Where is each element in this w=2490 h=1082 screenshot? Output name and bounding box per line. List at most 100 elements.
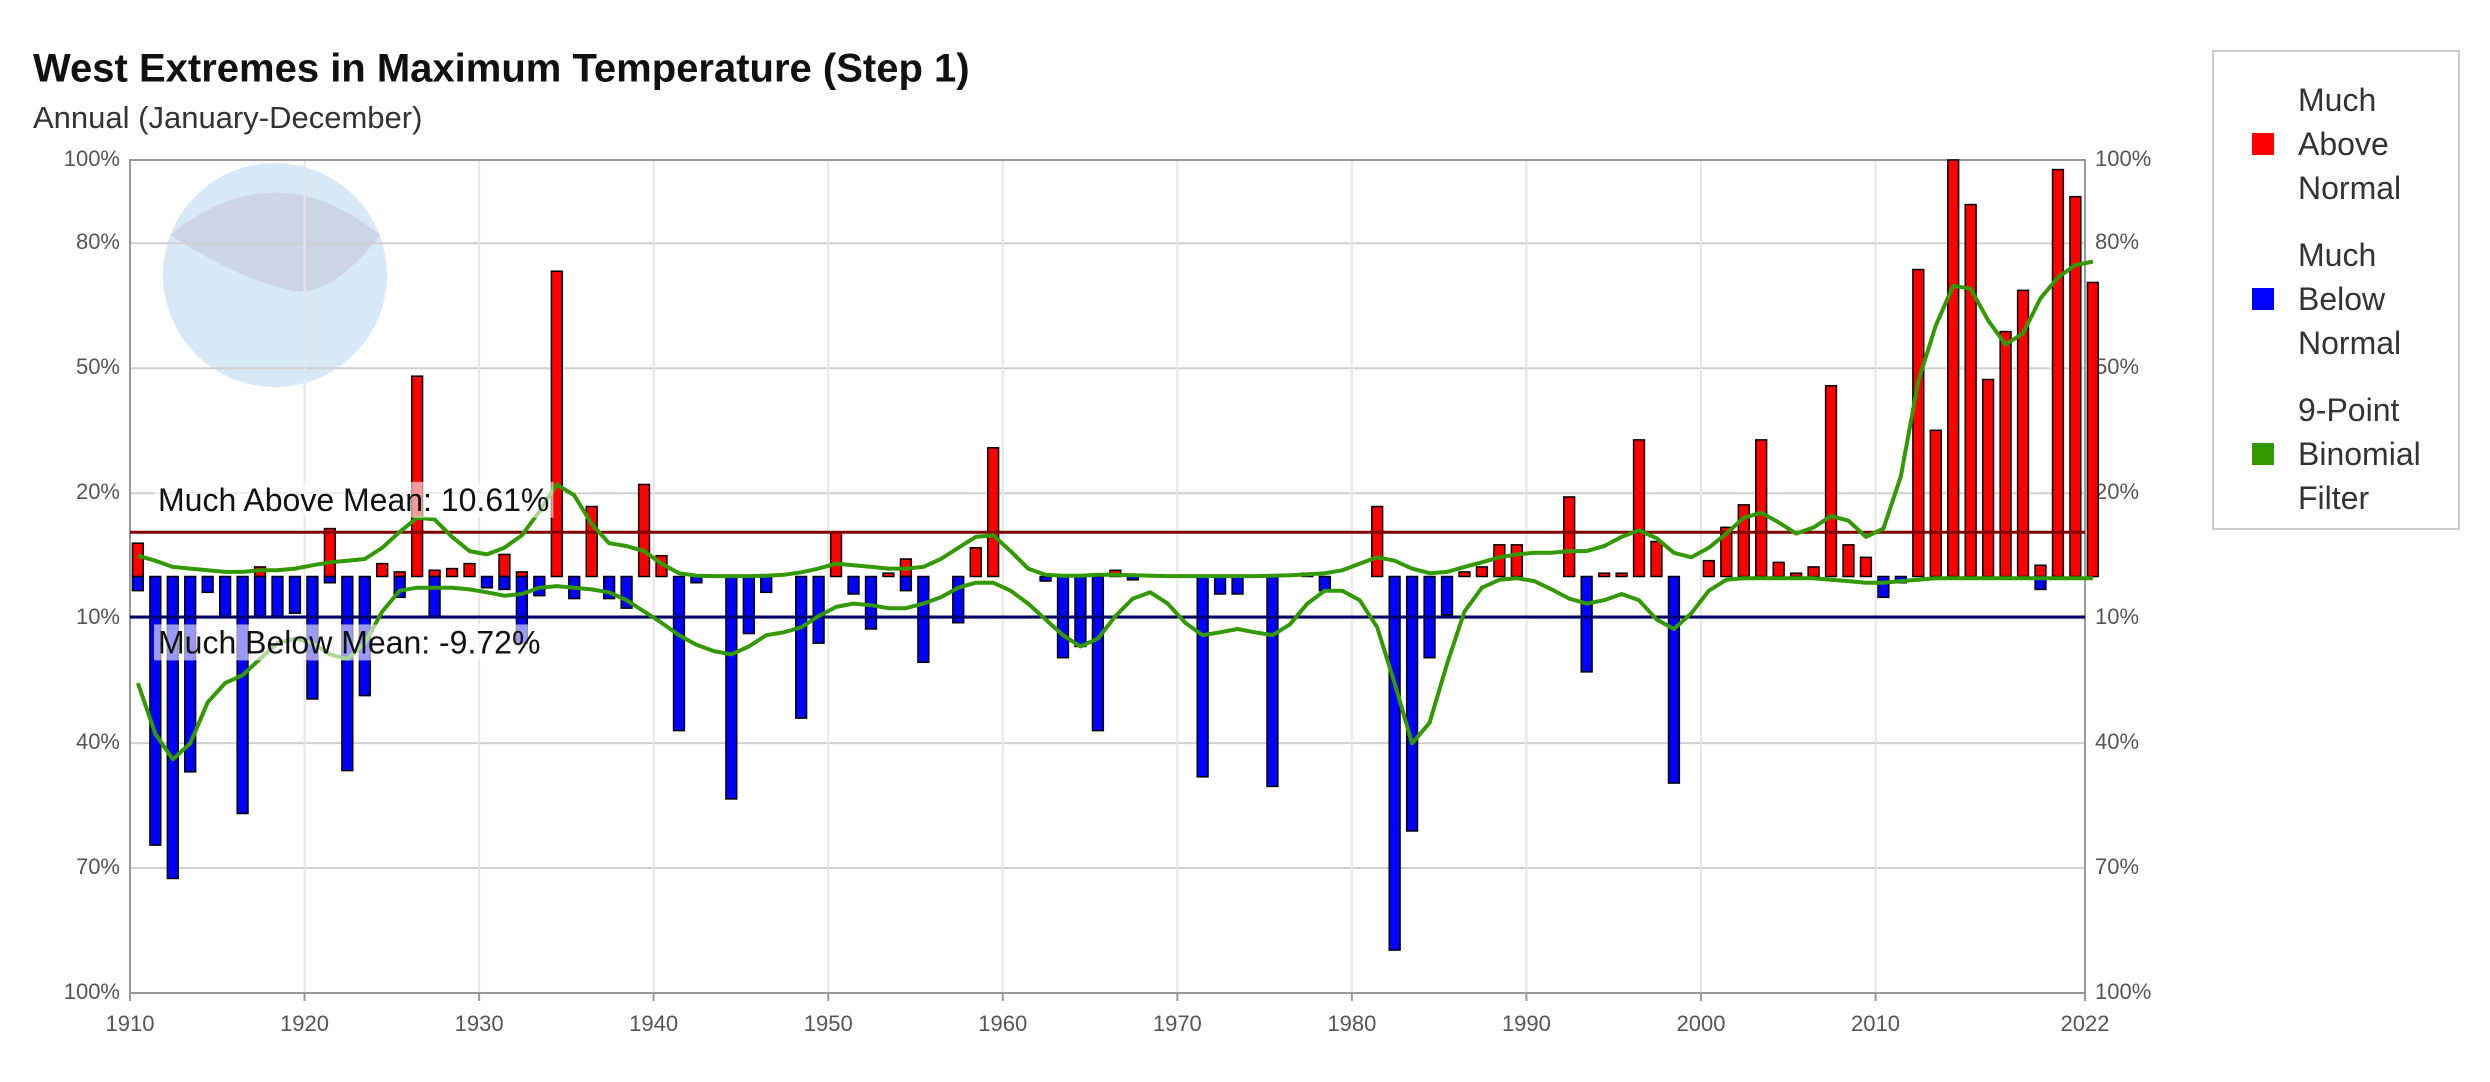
bar [1091,575,1105,732]
bar [550,270,563,578]
bar [742,575,755,635]
bar [1231,575,1244,595]
bar [1947,159,1960,578]
bar [1999,330,2012,578]
bar [1405,575,1419,832]
bar [1388,575,1401,951]
bar [1196,575,1209,778]
bar [952,575,965,624]
bar [1440,575,1454,616]
y-tick-label: 40% [76,729,120,754]
x-tick-label: 1910 [106,1011,155,1036]
bar [445,567,459,578]
y-tick-label: 80% [76,229,120,254]
y2-tick-label: 100% [2095,979,2151,1004]
bar [1720,526,1733,578]
y-tick-label: 100% [64,146,120,171]
bar [1475,566,1489,578]
mean-label-bg [154,481,554,518]
bar [236,575,249,815]
bar [1615,572,1628,578]
bar [829,531,843,578]
bar [131,575,145,592]
bar [271,575,284,617]
bar [899,575,913,592]
mean-label: Much Below Mean: -9.72% [158,624,540,660]
bar [131,542,145,578]
bar [2069,195,2082,578]
bar [1318,575,1331,592]
bar [2034,564,2047,578]
legend-item: Much Above Normal [2214,66,2458,221]
bar [672,575,686,732]
bar [1877,575,1890,599]
bar [882,572,895,578]
bar [376,562,389,578]
bar [184,575,197,773]
x-tick-label: 1990 [1502,1011,1551,1036]
filter-line [137,259,2094,579]
bar [1859,556,1873,578]
bar [428,569,441,578]
bar [1912,268,1925,578]
logo-circle [163,163,387,387]
bar [864,575,878,630]
legend-swatch [2252,132,2274,155]
bar [1824,384,1838,578]
x-tick-label: 2000 [1677,1011,1726,1036]
bar [1842,544,1855,578]
bar [760,575,773,594]
bar [410,375,424,578]
bar [637,483,651,578]
logo-bird [170,192,380,292]
legend-item: 9-Point Binomial Filter [2214,376,2458,531]
bar [1597,572,1611,578]
legend-swatch [2252,287,2274,310]
y-tick-label: 10% [76,604,120,629]
bar [201,575,214,594]
y2-tick-label: 10% [2095,604,2139,629]
bar [1266,575,1279,788]
x-tick-label: 2022 [2061,1011,2110,1036]
x-tick-label: 2010 [1851,1011,1900,1036]
x-tick-label: 1960 [978,1011,1027,1036]
legend-item: Much Below Normal [2214,221,2458,376]
y-tick-label: 70% [76,854,120,879]
x-tick-label: 1970 [1153,1011,1202,1036]
y2-tick-label: 80% [2095,229,2139,254]
bar [166,575,179,880]
bar [149,575,162,846]
y-tick-label: 20% [76,479,120,504]
y2-tick-label: 70% [2095,854,2139,879]
bar [1702,559,1715,578]
bar [2086,281,2100,578]
bar [969,547,982,578]
bar [620,575,633,609]
legend: Much Above Normal Much Below Normal 9-Poin… [2212,50,2460,530]
filter-line [136,576,2093,762]
bar [1929,429,1942,578]
bar [2051,168,2065,578]
bar [794,575,808,719]
bar [917,575,930,664]
legend-swatch [2252,442,2274,465]
bar [323,527,337,578]
bar [1807,566,1820,578]
bar [480,575,494,589]
bar [1580,575,1593,673]
bar [218,575,232,617]
bar [1039,575,1052,582]
mean-label-bg [154,624,545,661]
bar [725,575,738,800]
bar [288,575,302,614]
mean-label: Much Above Mean: 10.61% [158,482,549,518]
y-tick-label: 100% [64,979,120,1004]
bar [1074,575,1087,648]
chart-subtitle: Annual (January-December) [33,100,422,135]
y2-tick-label: 40% [2095,729,2139,754]
x-tick-label: 1980 [1327,1011,1376,1036]
legend-label: Much Below Normal [2298,236,2402,361]
x-tick-label: 1940 [629,1011,678,1036]
